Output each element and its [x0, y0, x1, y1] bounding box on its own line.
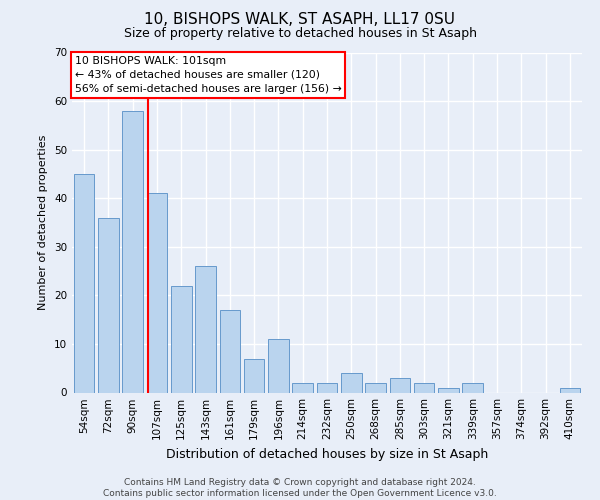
Bar	[463, 383, 483, 392]
Y-axis label: Number of detached properties: Number of detached properties	[38, 135, 49, 310]
Bar	[195, 266, 216, 392]
Bar	[98, 218, 119, 392]
X-axis label: Distribution of detached houses by size in St Asaph: Distribution of detached houses by size …	[166, 448, 488, 461]
Bar	[438, 388, 459, 392]
Bar	[220, 310, 240, 392]
Bar	[292, 383, 313, 392]
Bar	[414, 383, 434, 392]
Bar	[341, 373, 362, 392]
Bar	[317, 383, 337, 392]
Text: 10 BISHOPS WALK: 101sqm
← 43% of detached houses are smaller (120)
56% of semi-d: 10 BISHOPS WALK: 101sqm ← 43% of detache…	[74, 56, 341, 94]
Bar	[171, 286, 191, 393]
Bar	[244, 358, 265, 392]
Bar	[268, 339, 289, 392]
Bar	[560, 388, 580, 392]
Text: Contains HM Land Registry data © Crown copyright and database right 2024.
Contai: Contains HM Land Registry data © Crown c…	[103, 478, 497, 498]
Text: 10, BISHOPS WALK, ST ASAPH, LL17 0SU: 10, BISHOPS WALK, ST ASAPH, LL17 0SU	[145, 12, 455, 28]
Bar	[146, 194, 167, 392]
Bar	[122, 111, 143, 392]
Bar	[365, 383, 386, 392]
Bar	[74, 174, 94, 392]
Bar	[389, 378, 410, 392]
Text: Size of property relative to detached houses in St Asaph: Size of property relative to detached ho…	[124, 28, 476, 40]
